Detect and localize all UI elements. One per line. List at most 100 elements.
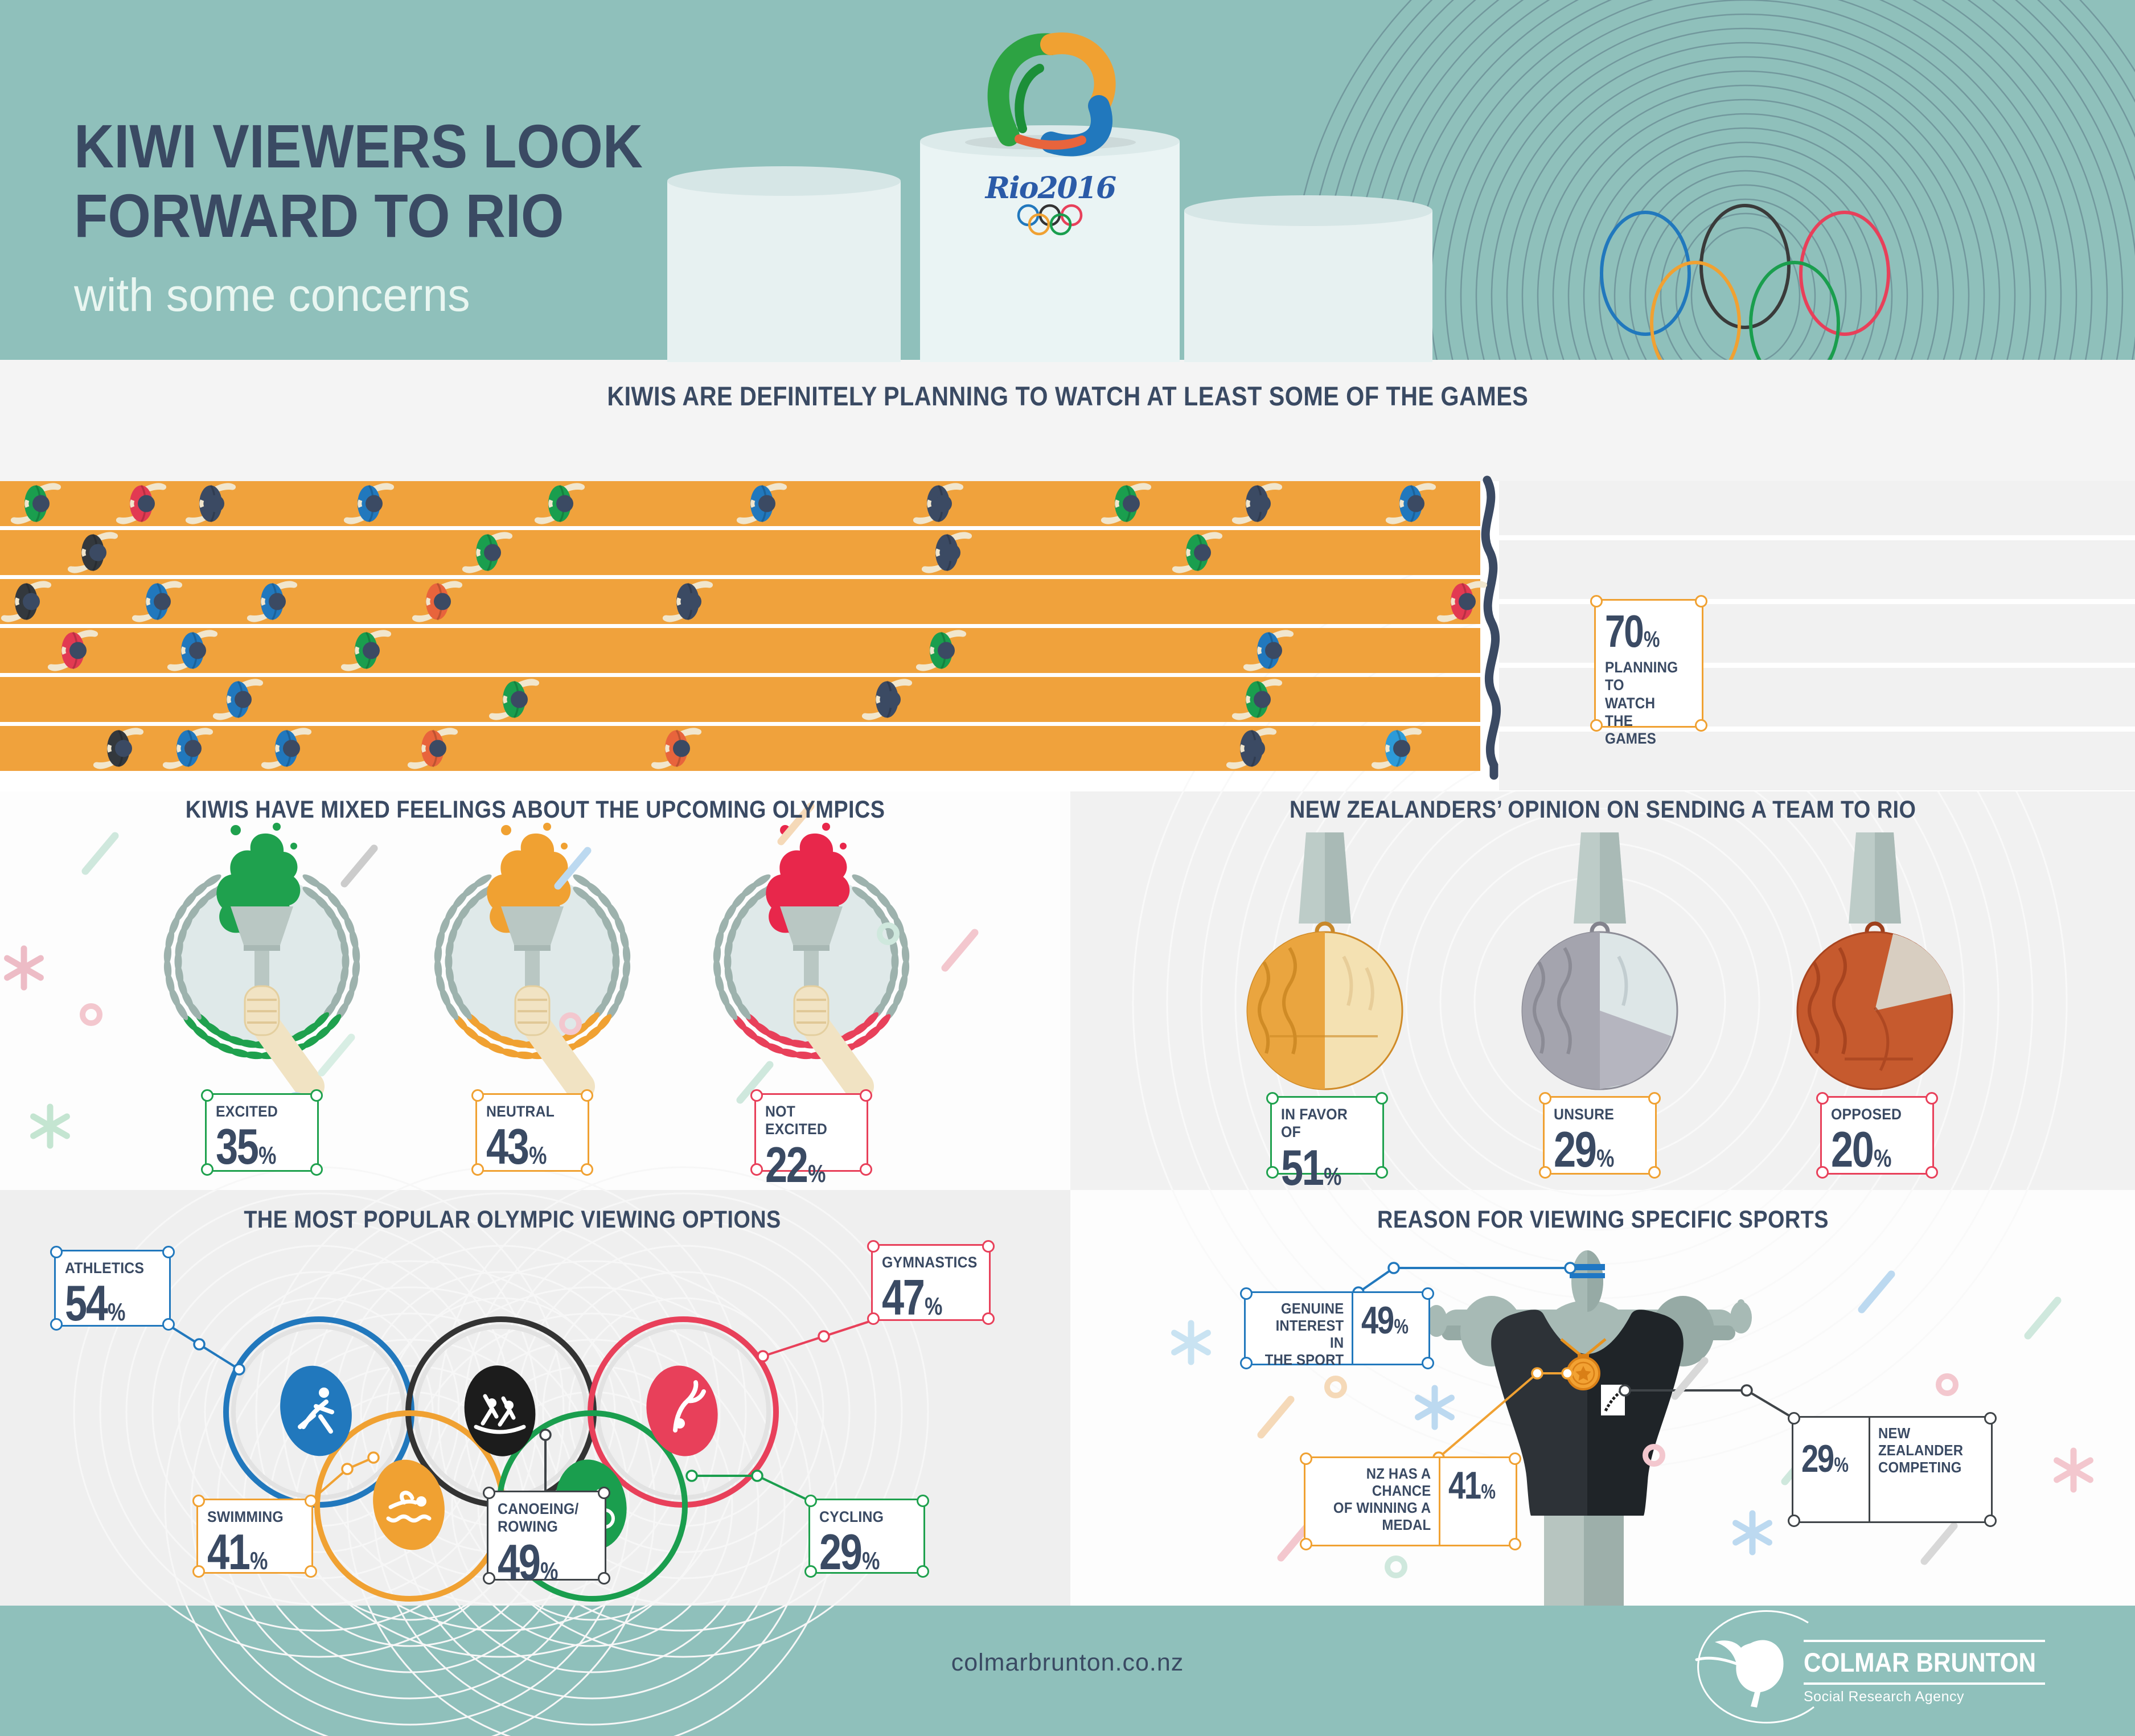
corner-dot (598, 1572, 610, 1585)
runner-icon (340, 630, 392, 671)
corner-dot (917, 1495, 929, 1507)
stat-value-cell: 29% (1793, 1418, 1870, 1521)
corner-dot (162, 1246, 175, 1258)
stat-medal-chance: NZ HAS A CHANCE OF WINNING A MEDAL 41% (1300, 1452, 1521, 1550)
runner-icon (247, 581, 298, 622)
stat-nz-competing: 29% NEW ZEALANDER COMPETING (1788, 1412, 1997, 1527)
medal-bronze (1796, 832, 1953, 1090)
corner-dot (982, 1312, 995, 1325)
corner-dot (1984, 1412, 1997, 1425)
runner-icon (1243, 630, 1294, 671)
title-line1: KIWI VIEWERS LOOK (74, 112, 643, 180)
page-subtitle: with some concerns (74, 269, 470, 321)
footer-brand: COLMAR BRUNTON (1804, 1640, 2045, 1685)
rowing-icon (464, 1365, 536, 1456)
corner-dot (1422, 1287, 1434, 1300)
running-track (0, 475, 2135, 791)
corner-dot (1925, 1166, 1938, 1179)
runner-icon (47, 630, 98, 671)
headband (1570, 1264, 1605, 1270)
statue (1426, 1250, 1752, 1606)
runner-icon (1231, 679, 1283, 720)
corner-dot (1266, 1166, 1279, 1179)
stat-label: CYCLING (819, 1508, 884, 1525)
corner-dot (1240, 1287, 1253, 1300)
runner-icon (116, 483, 167, 524)
stat-label-cell: NEW ZEALANDER COMPETING (1870, 1418, 1991, 1521)
stat-label: OPPOSED (1831, 1106, 1902, 1123)
corner-dot (1695, 595, 1707, 608)
torch-neutral (434, 823, 631, 1101)
runner-icon (1371, 728, 1422, 769)
stat-unsure: UNSURE 29% (1539, 1092, 1661, 1179)
stat-label: GENUINE INTEREST IN THE SPORT (1264, 1300, 1344, 1369)
corner-dot (1300, 1452, 1312, 1465)
rio-2016-logo (987, 32, 1116, 157)
runner-icon (913, 483, 964, 524)
corner-dot (1376, 1166, 1388, 1179)
corner-dot (471, 1089, 484, 1102)
runner-icon (132, 581, 183, 622)
reasons-connectors (1352, 1262, 1793, 1464)
corner-dot (1266, 1092, 1279, 1105)
gymnastics-icon (646, 1365, 718, 1456)
footer-url[interactable]: colmarbrunton.co.nz (951, 1649, 1184, 1676)
corner-dot (1590, 719, 1603, 732)
viewing-connectors (170, 1320, 872, 1501)
corner-dot (750, 1089, 763, 1102)
corner-dot (750, 1163, 763, 1176)
olympic-rings-icon (1017, 204, 1083, 236)
corner-dot (1816, 1166, 1829, 1179)
stat-gymnastics: GYMNASTICS 47% (867, 1240, 995, 1325)
stat-value-cell: 41% (1439, 1458, 1516, 1545)
stat-not-excited: NOT EXCITED 22% (750, 1089, 872, 1189)
medal-silver (1521, 832, 1678, 1090)
stat-label: UNSURE (1554, 1106, 1615, 1123)
runner-icon (736, 483, 787, 524)
runner-icon (67, 532, 118, 573)
corner-dot (483, 1487, 495, 1499)
torch-excited (163, 823, 360, 1101)
runner-icon (412, 581, 463, 622)
corner-dot (50, 1246, 63, 1258)
corner-dot (1984, 1515, 1997, 1527)
feelings-heading: KIWIS HAVE MIXED FEELINGS ABOUT THE UPCO… (185, 796, 885, 823)
stat-value: 43% (486, 1118, 547, 1175)
corner-dot (860, 1163, 872, 1176)
stat-label: PLANNING TO WATCH THE GAMES (1605, 659, 1678, 748)
footer-tagline: Social Research Agency (1804, 1689, 1964, 1705)
runners (1, 483, 1488, 769)
olympic-rings-outline (1600, 204, 1890, 360)
runner-icon (462, 532, 513, 573)
singlet (1491, 1310, 1587, 1516)
runner-icon (1436, 581, 1488, 622)
stat-label: CANOEING/ ROWING (498, 1500, 579, 1536)
stat-opposed: OPPOSED 20% (1816, 1092, 1938, 1179)
corner-dot (1925, 1092, 1938, 1105)
stat-excited: EXCITED 35% (201, 1089, 323, 1176)
stat-value: 70% (1605, 606, 1660, 656)
kiwi-icon (1715, 1640, 1784, 1708)
corner-dot (162, 1318, 175, 1331)
runner-icon (662, 581, 713, 622)
stat-label-cell: NZ HAS A CHANCE OF WINNING A MEDAL (1305, 1458, 1439, 1545)
corner-dot (867, 1240, 880, 1253)
corner-dot (804, 1565, 817, 1578)
viewing-heading: THE MOST POPULAR OLYMPIC VIEWING OPTIONS (244, 1206, 781, 1233)
corner-dot (310, 1163, 323, 1176)
stat-value: 51% (1281, 1139, 1342, 1196)
corner-dot (1648, 1166, 1661, 1179)
stat-label: ATHLETICS (65, 1259, 145, 1277)
runner-icon (167, 630, 218, 671)
stat-label-cell: GENUINE INTEREST IN THE SPORT (1246, 1293, 1352, 1368)
watch-band-background (0, 360, 2135, 481)
opinion-heading: NEW ZEALANDERS’ OPINION ON SENDING A TEA… (1289, 796, 1916, 823)
stat-value: 29% (819, 1524, 880, 1581)
corner-dot (201, 1089, 214, 1102)
stat-value: 20% (1831, 1121, 1892, 1178)
corner-dot (483, 1572, 495, 1585)
corner-dot (804, 1495, 817, 1507)
stat-label: NZ HAS A CHANCE OF WINNING A MEDAL (1333, 1465, 1431, 1534)
corner-dot (192, 1565, 205, 1578)
title-line2: FORWARD TO RIO (74, 181, 564, 251)
